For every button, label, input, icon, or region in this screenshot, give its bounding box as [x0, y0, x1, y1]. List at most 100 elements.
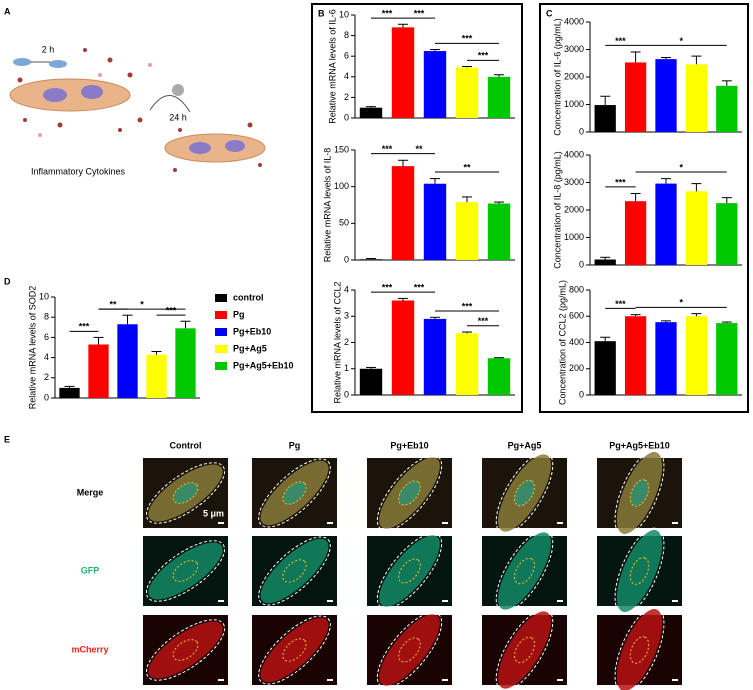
panel-label: A	[4, 6, 11, 16]
y-tick-label: 4000	[564, 16, 584, 26]
bacterium	[49, 60, 67, 68]
y-tick-label: 200	[569, 363, 584, 373]
cell-body	[498, 532, 551, 610]
caption: Inflammatory Cytokines	[31, 166, 126, 176]
panel-label: B	[318, 8, 325, 18]
bar	[423, 318, 447, 395]
nucleus-outline	[282, 481, 307, 505]
panel-label: E	[4, 434, 10, 444]
significance-label: ***	[382, 8, 393, 18]
y-tick-label: 2	[344, 92, 349, 102]
bar	[88, 344, 109, 398]
y-tick-label: 3000	[564, 177, 584, 187]
significance-label: **	[109, 299, 117, 309]
legend-swatch	[215, 345, 227, 353]
bar	[391, 300, 415, 395]
cell-outline	[614, 527, 665, 615]
significance-label: ***	[79, 322, 90, 332]
legend-label: Pg+Ag5	[233, 343, 267, 353]
nucleus-outline	[514, 636, 535, 664]
cell-outline	[145, 619, 226, 681]
bar	[359, 259, 383, 260]
significance-label: ***	[414, 282, 425, 292]
cell-outline	[258, 536, 331, 606]
legend-swatch	[215, 311, 227, 319]
bar	[624, 62, 647, 132]
bar	[117, 324, 138, 398]
significance-label: ***	[382, 144, 393, 154]
y-tick-label: 3000	[564, 44, 584, 54]
scale-bar-label: 5 μm	[203, 508, 224, 518]
cell-body	[260, 538, 329, 604]
y-tick-label: 6	[44, 332, 49, 342]
bar	[423, 183, 447, 260]
bar	[455, 202, 479, 260]
y-tick-label: 0	[44, 392, 49, 402]
cell-body	[379, 535, 440, 607]
schematic: 2 h 24 h Inflammatory Cytokines	[9, 44, 266, 176]
nucleus	[225, 140, 245, 152]
nucleus-outline	[172, 560, 199, 582]
bar	[716, 203, 738, 265]
y-tick-label: 800	[569, 284, 584, 294]
bar	[624, 316, 647, 395]
y-tick-label: 3	[344, 311, 349, 321]
cell-outline	[495, 451, 554, 535]
y-tick-label: 0	[579, 126, 584, 136]
y-tick-label: 6	[344, 51, 349, 61]
y-axis-label: Relative mRNA levels of CCL2	[332, 281, 342, 403]
nucleus-outline	[282, 638, 307, 662]
column-header: Pg+Eb10	[390, 440, 428, 450]
legend-swatch	[215, 362, 227, 370]
y-axis-label: Relative mRNA levels of SOD2	[27, 286, 37, 410]
column-header: Pg+Ag5	[508, 440, 542, 450]
y-tick-label: 4	[344, 71, 349, 81]
bar	[594, 105, 616, 132]
y-tick-label: 4	[44, 352, 49, 362]
legend-label: Pg+Ag5+Eb10	[233, 360, 294, 370]
significance-label: ***	[615, 36, 626, 46]
cell-outline	[614, 606, 665, 690]
bar	[59, 387, 80, 398]
y-tick-label: 8	[44, 312, 49, 322]
step-label: 2 h	[42, 44, 55, 54]
cell-outline	[376, 532, 443, 610]
cell-outline	[495, 608, 554, 690]
cell-outline	[145, 462, 226, 524]
bacterium	[13, 58, 31, 66]
cell-body	[260, 617, 329, 683]
bar	[455, 333, 479, 395]
bar	[391, 166, 415, 260]
nucleus	[43, 88, 67, 102]
significance-label: **	[463, 162, 471, 172]
y-tick-label: 150	[334, 144, 349, 154]
cell-body	[616, 530, 663, 612]
y-tick-label: 0	[344, 389, 349, 399]
y-tick-label: 400	[569, 337, 584, 347]
y-tick-label: 0	[344, 254, 349, 264]
nucleus-outline	[282, 559, 307, 583]
cell-outline	[145, 540, 226, 602]
cell-body	[379, 614, 440, 686]
panel-frame	[539, 3, 749, 413]
agent	[172, 84, 184, 96]
bar	[487, 358, 511, 395]
nucleus	[81, 85, 103, 99]
bar	[716, 85, 738, 132]
cell-outline	[376, 611, 443, 689]
significance-label: *	[679, 162, 683, 172]
significance-label: ***	[615, 177, 626, 187]
significance-label: *	[679, 298, 683, 308]
bar	[655, 322, 677, 395]
cell-outline	[495, 529, 554, 613]
column-header: Control	[170, 440, 202, 450]
nucleus-outline	[629, 636, 650, 664]
bar	[423, 51, 447, 118]
significance-label: ***	[166, 306, 177, 316]
nucleus-outline	[398, 558, 421, 584]
y-tick-label: 4000	[564, 149, 584, 159]
significance-label: ***	[478, 51, 489, 61]
nucleus-outline	[629, 479, 650, 507]
bar	[655, 183, 677, 265]
